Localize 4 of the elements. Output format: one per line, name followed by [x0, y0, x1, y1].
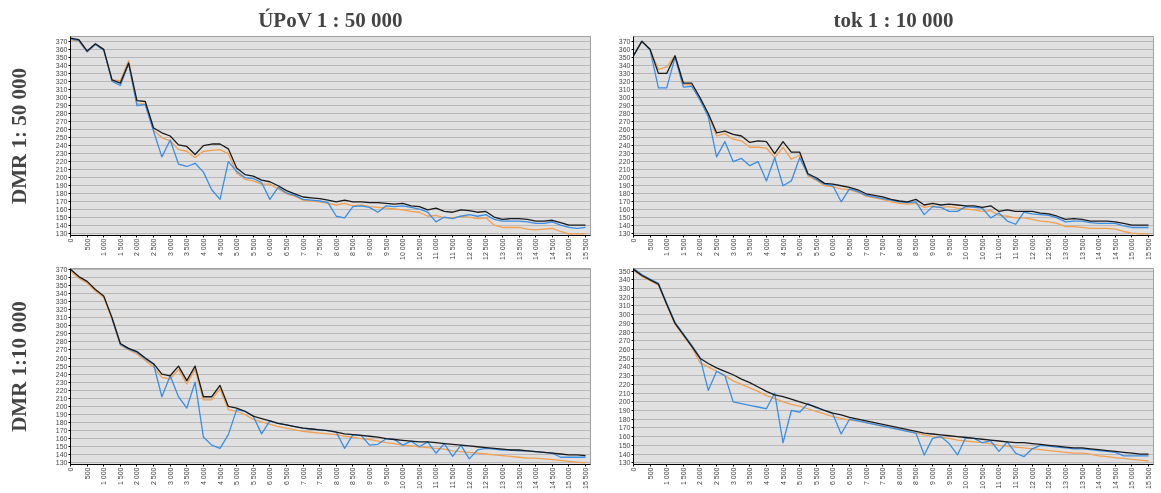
y-axis-title: DMR 1: 50 000: [6, 68, 31, 204]
chart-title: ÚPoV 1 : 50 000: [258, 7, 403, 32]
chart-title: tok 1 : 10 000: [833, 7, 954, 32]
y-axis-title: DMR 1:10 000: [6, 301, 31, 432]
